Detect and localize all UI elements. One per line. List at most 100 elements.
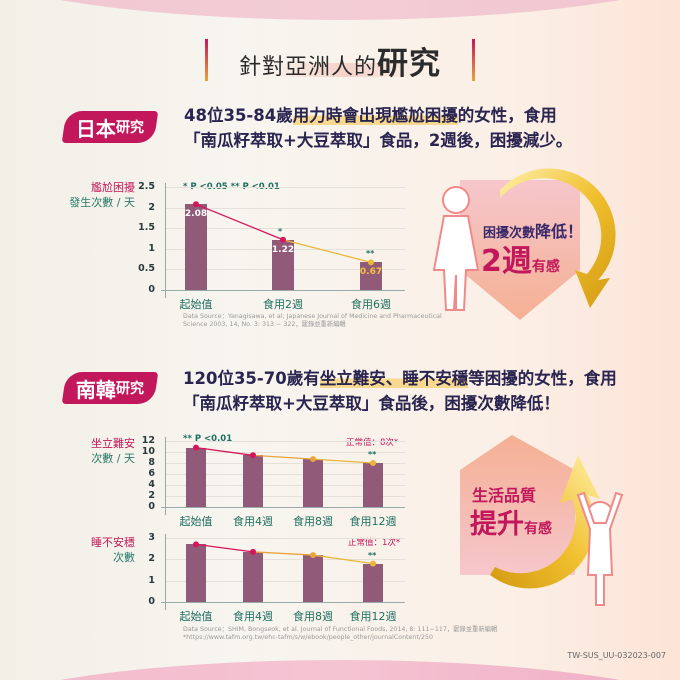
- x-tick-label: 食用6週: [351, 298, 391, 311]
- korea-badge-line2: 提升有感: [470, 502, 552, 541]
- significance-marker: **: [366, 249, 375, 259]
- gridline: [165, 187, 405, 188]
- x-tick-label: 起始值: [179, 515, 213, 528]
- x-axis: [161, 507, 405, 508]
- title-text: 針對亞洲人的研究: [239, 38, 441, 83]
- x-tick-label: 食用8週: [293, 515, 333, 528]
- badge-small: 有感: [524, 521, 552, 537]
- y-tick-label: 0: [148, 596, 155, 607]
- ylabel-line1: 尷尬困擾: [91, 181, 135, 194]
- x-tick-label: 起始值: [179, 298, 213, 311]
- gridline: [165, 496, 405, 497]
- desc-line2: 「南瓜籽萃取+大豆萃取」食品後，困擾次數降低！: [183, 394, 560, 413]
- y-tick-label: 2.5: [138, 181, 155, 192]
- gridline: [165, 559, 405, 561]
- y-tick-label: 2: [148, 490, 155, 501]
- japan-description: 48位35-84歲用力時會出現尷尬困擾的女性，食用 「南瓜籽萃取+大豆萃取」食品…: [184, 103, 572, 153]
- source-line: Data Source：Yanagisawa, et al; Japanese …: [183, 313, 442, 320]
- desc-line2: 「南瓜籽萃取+大豆萃取」食品，2週後，困擾減少。: [184, 131, 573, 150]
- y-axis: [165, 534, 166, 610]
- bar-value-label: 1.22: [271, 244, 295, 255]
- desc-text: 的女性，食用: [457, 106, 557, 125]
- desc-text: 120位35-70歲有: [183, 369, 320, 388]
- japan-data-source: Data Source：Yanagisawa, et al; Japanese …: [183, 313, 442, 329]
- bar-value-label: 2.08: [184, 209, 208, 220]
- badge-big: 提升: [470, 509, 524, 540]
- x-tick-label: 食用12週: [349, 515, 397, 528]
- korea-chart1-y-label: 坐立難安 次數 / 天: [60, 436, 135, 466]
- bar: [360, 262, 382, 290]
- y-tick-label: 2: [148, 201, 155, 213]
- gridline: [165, 474, 405, 475]
- source-line: Data Source：SHIM, Bongseok, et al. Journ…: [183, 626, 498, 633]
- significance-marker: *: [278, 226, 283, 236]
- x-tick-label: 食用12週: [349, 610, 397, 623]
- x-axis: [161, 290, 405, 291]
- y-axis: [165, 437, 166, 515]
- korea-chart2-y-label: 睡不安穩 次數: [60, 535, 135, 565]
- japan-badge-line1: 困擾次數降低！: [483, 218, 583, 242]
- badge-text: 困擾次數: [483, 226, 536, 241]
- bar: [186, 447, 206, 507]
- y-tick-label: 3: [148, 532, 155, 543]
- gridline: [165, 538, 405, 539]
- significance-note: ** P <0.01: [183, 434, 233, 444]
- desc-highlight: 坐立難安、睡不安穩: [319, 369, 469, 388]
- bar: [303, 459, 323, 507]
- badge-emphasis: 降低！: [535, 222, 584, 241]
- y-tick-label: 0.5: [138, 263, 155, 275]
- x-tick-label: 食用2週: [263, 298, 303, 311]
- korea-badge-line1: 生活品質: [472, 486, 537, 505]
- japan-badge-graphic: [432, 168, 616, 320]
- badge-big: 2週: [481, 244, 532, 279]
- source-line: Science 2003, 14, No. 3: 313 − 322，罷錄並重新…: [183, 321, 346, 328]
- gridline: [165, 207, 405, 209]
- bar: [363, 563, 383, 602]
- desc-highlight: 用力時會出現尷尬困擾: [292, 106, 458, 125]
- ylabel-line2: 次數 / 天: [91, 452, 135, 465]
- y-tick-label: 6: [148, 468, 155, 479]
- significance-marker: **: [368, 550, 377, 560]
- gridline: [165, 463, 405, 464]
- ylabel-line2: 次數: [113, 551, 135, 564]
- korea-data-source: Data Source：SHIM, Bongseok, et al. Journ…: [183, 626, 497, 642]
- bar: [272, 239, 294, 290]
- significance-marker: **: [368, 450, 377, 459]
- ylabel-line1: 坐立難安: [91, 437, 135, 450]
- title-right-bar: [472, 39, 475, 81]
- ylabel-line1: 睡不安穩: [91, 536, 135, 549]
- y-tick-label: 12: [141, 435, 155, 446]
- normal-value-note: 正常值：1次*: [348, 538, 401, 548]
- gridline: [165, 228, 405, 230]
- document-code: TW-SUS_UU-032023-007: [567, 651, 666, 660]
- normal-value-note: 正常值：8次*: [346, 438, 399, 448]
- bar: [185, 204, 207, 290]
- gridline: [165, 441, 405, 442]
- gridline: [165, 452, 405, 453]
- y-tick-label: 1.5: [138, 222, 155, 234]
- y-tick-label: 0: [148, 501, 155, 512]
- korea-badge-graphic: [460, 435, 624, 606]
- bar: [363, 463, 383, 507]
- korea-description: 120位35-70歲有坐立難安、睡不安穩等困擾的女性，食用 「南瓜籽萃取+大豆萃…: [183, 366, 617, 416]
- title-highlight: [265, 63, 425, 77]
- source-line: *https://www.tafm.org.tw/ehc-tafm/s/w/eb…: [183, 634, 434, 641]
- bar: [303, 555, 323, 602]
- y-tick-label: 1: [148, 574, 155, 586]
- bar: [186, 544, 206, 602]
- y-tick-label: 2: [148, 553, 155, 565]
- x-tick-label: 食用8週: [293, 610, 333, 623]
- desc-text: 48位35-84歲: [184, 106, 293, 125]
- desc-text: 等困擾的女性，食用: [468, 369, 617, 388]
- x-tick-label: 食用4週: [233, 610, 273, 623]
- title-prefix: 針對亞洲人的: [238, 54, 377, 80]
- x-tick-label: 食用4週: [233, 515, 273, 528]
- bar: [243, 551, 263, 602]
- title-emphasis: 研究: [377, 45, 441, 82]
- japan-badge-line2: 2週有感: [481, 236, 560, 280]
- y-tick-label: 8: [148, 457, 155, 468]
